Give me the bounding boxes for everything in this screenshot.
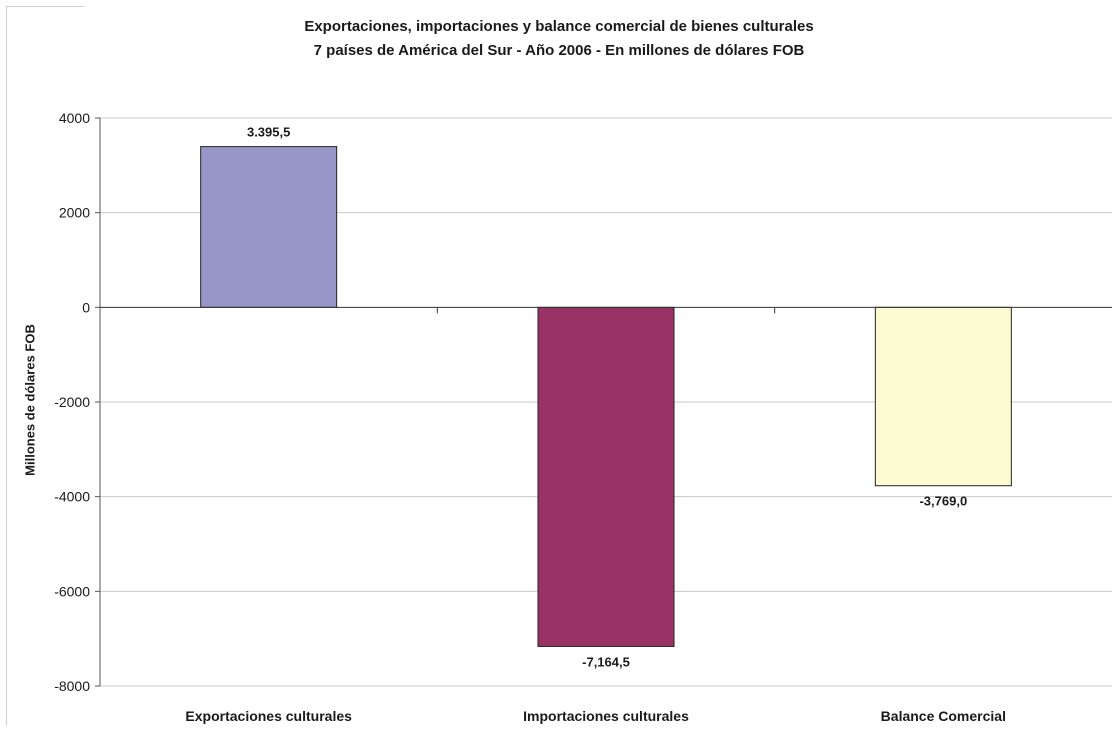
y-tick-label: -8000 (54, 678, 90, 694)
frame-left-border (6, 6, 7, 726)
y-tick-label: 2000 (59, 205, 90, 221)
chart-subtitle: 7 países de América del Sur - Año 2006 -… (313, 42, 805, 59)
bars (200, 146, 1012, 647)
bar-value-label: -7,164,5 (582, 654, 630, 669)
y-tick-label: 0 (82, 299, 90, 315)
y-tick-label: 4000 (59, 110, 90, 126)
bar-value-label: 3.395,5 (247, 125, 290, 140)
x-tick-label: Exportaciones culturales (185, 708, 352, 724)
bar (200, 146, 338, 308)
y-tick-label: -4000 (54, 489, 90, 505)
bar (537, 306, 675, 647)
chart-title: Exportaciones, importaciones y balance c… (304, 18, 814, 35)
x-tick-label: Balance Comercial (881, 708, 1006, 724)
axes (95, 117, 1112, 687)
bar (874, 306, 1012, 487)
x-tick-label: Importaciones culturales (523, 708, 689, 724)
y-tick-label: -2000 (54, 394, 90, 410)
bar-value-label: -3,769,0 (919, 494, 967, 509)
labels: 4000 2000 0 -2000 -4000 -6000 -8000 3.395,5 Expo… (54, 110, 1006, 724)
y-tick-label: -6000 (54, 583, 90, 599)
frame-top-border (6, 6, 84, 7)
